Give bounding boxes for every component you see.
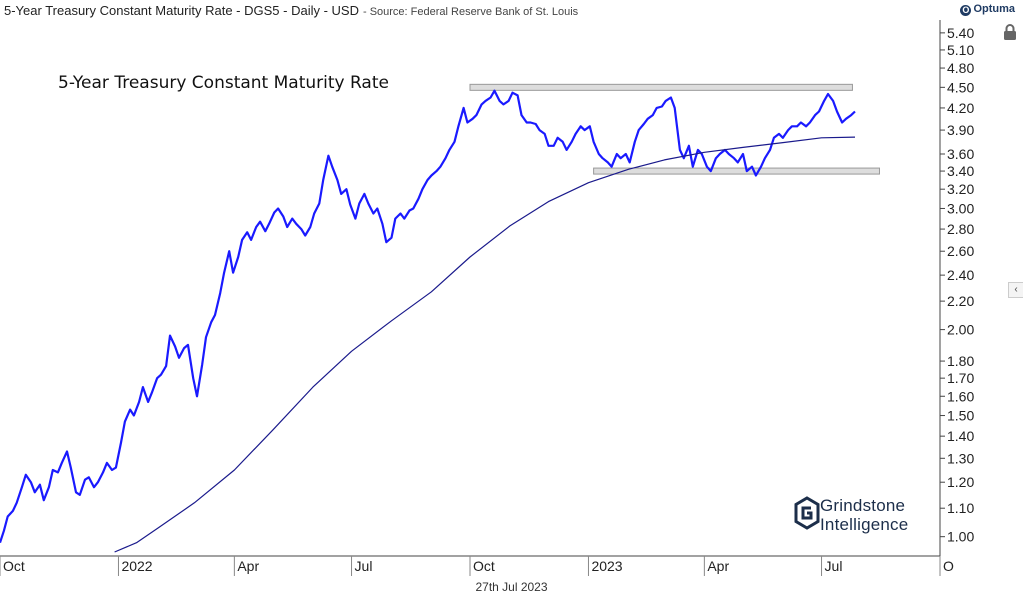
chart-window-title: 5-Year Treasury Constant Maturity Rate -… (4, 3, 578, 18)
x-tick-label: Apr (707, 558, 729, 574)
optuma-brand: O Optuma (960, 3, 1015, 16)
x-tick-label: 2023 (591, 558, 622, 574)
chevron-left-icon: ‹ (1014, 284, 1018, 295)
y-tick-label: 1.10 (947, 500, 974, 516)
y-tick-label: 2.20 (947, 293, 974, 309)
grindstone-logo: Grindstone Intelligence (794, 494, 934, 538)
source-text: - Source: Federal Reserve Bank of St. Lo… (362, 6, 579, 18)
lock-icon[interactable] (1003, 24, 1017, 40)
window-title-text: 5-Year Treasury Constant Maturity Rate -… (4, 3, 359, 18)
resistance-band (469, 83, 853, 91)
y-tick-label: 3.20 (947, 181, 974, 197)
series-layer (0, 89, 856, 553)
x-tick-label: 2022 (121, 558, 152, 574)
y-tick-label: 5.40 (947, 25, 974, 41)
x-tick-label: O (943, 558, 954, 574)
y-tick-label: 1.60 (947, 388, 974, 404)
y-tick-label: 3.90 (947, 122, 974, 138)
brand-text: Optuma (973, 3, 1015, 15)
current-date-label: 27th Jul 2023 (475, 580, 548, 594)
y-tick-label: 1.50 (947, 408, 974, 424)
y-tick-label: 4.80 (947, 60, 974, 76)
support-band (593, 167, 880, 175)
series-line-0 (0, 89, 856, 544)
y-tick-label: 5.10 (947, 42, 974, 58)
range-bands (469, 83, 880, 175)
y-tick-label: 2.00 (947, 322, 974, 338)
y-tick-label: 2.60 (947, 243, 974, 259)
optuma-logo-icon: O (960, 5, 972, 16)
x-tick-label: Oct (473, 558, 495, 574)
axis-layer: 1.00 1.10 1.20 1.30 1.40 1.50 1.60 1.701.80 2.00… (0, 20, 974, 576)
y-tick-label: 2.40 (947, 267, 974, 283)
y-tick-label: 3.00 (947, 200, 974, 216)
y-tick-label: 1.00 (947, 529, 974, 545)
y-tick-label: 1.70 (947, 370, 974, 386)
y-tick-label: 4.50 (947, 79, 974, 95)
y-tick-label: 1.80 (947, 353, 974, 369)
x-tick-label: Apr (237, 558, 259, 574)
y-tick-label: 3.60 (947, 146, 974, 162)
chart-header: 5-Year Treasury Constant Maturity Rate -… (0, 0, 1023, 20)
y-tick-label: 4.20 (947, 100, 974, 116)
logo-line-2: Intelligence (820, 515, 909, 534)
y-tick-label: 1.40 (947, 428, 974, 444)
y-tick-label: 2.80 (947, 221, 974, 237)
x-tick-label: Jul (355, 558, 373, 574)
y-tick-label: 1.30 (947, 450, 974, 466)
collapse-panel-button[interactable]: ‹ (1008, 282, 1023, 298)
grindstone-mark-icon (794, 496, 820, 530)
series-line-1 (114, 136, 856, 553)
x-tick-label: Jul (825, 558, 843, 574)
x-tick-label: Oct (3, 558, 25, 574)
y-tick-label: 3.40 (947, 163, 974, 179)
chart-title: 5-Year Treasury Constant Maturity Rate (58, 73, 389, 93)
y-tick-label: 1.20 (947, 474, 974, 490)
logo-line-1: Grindstone (820, 496, 906, 515)
